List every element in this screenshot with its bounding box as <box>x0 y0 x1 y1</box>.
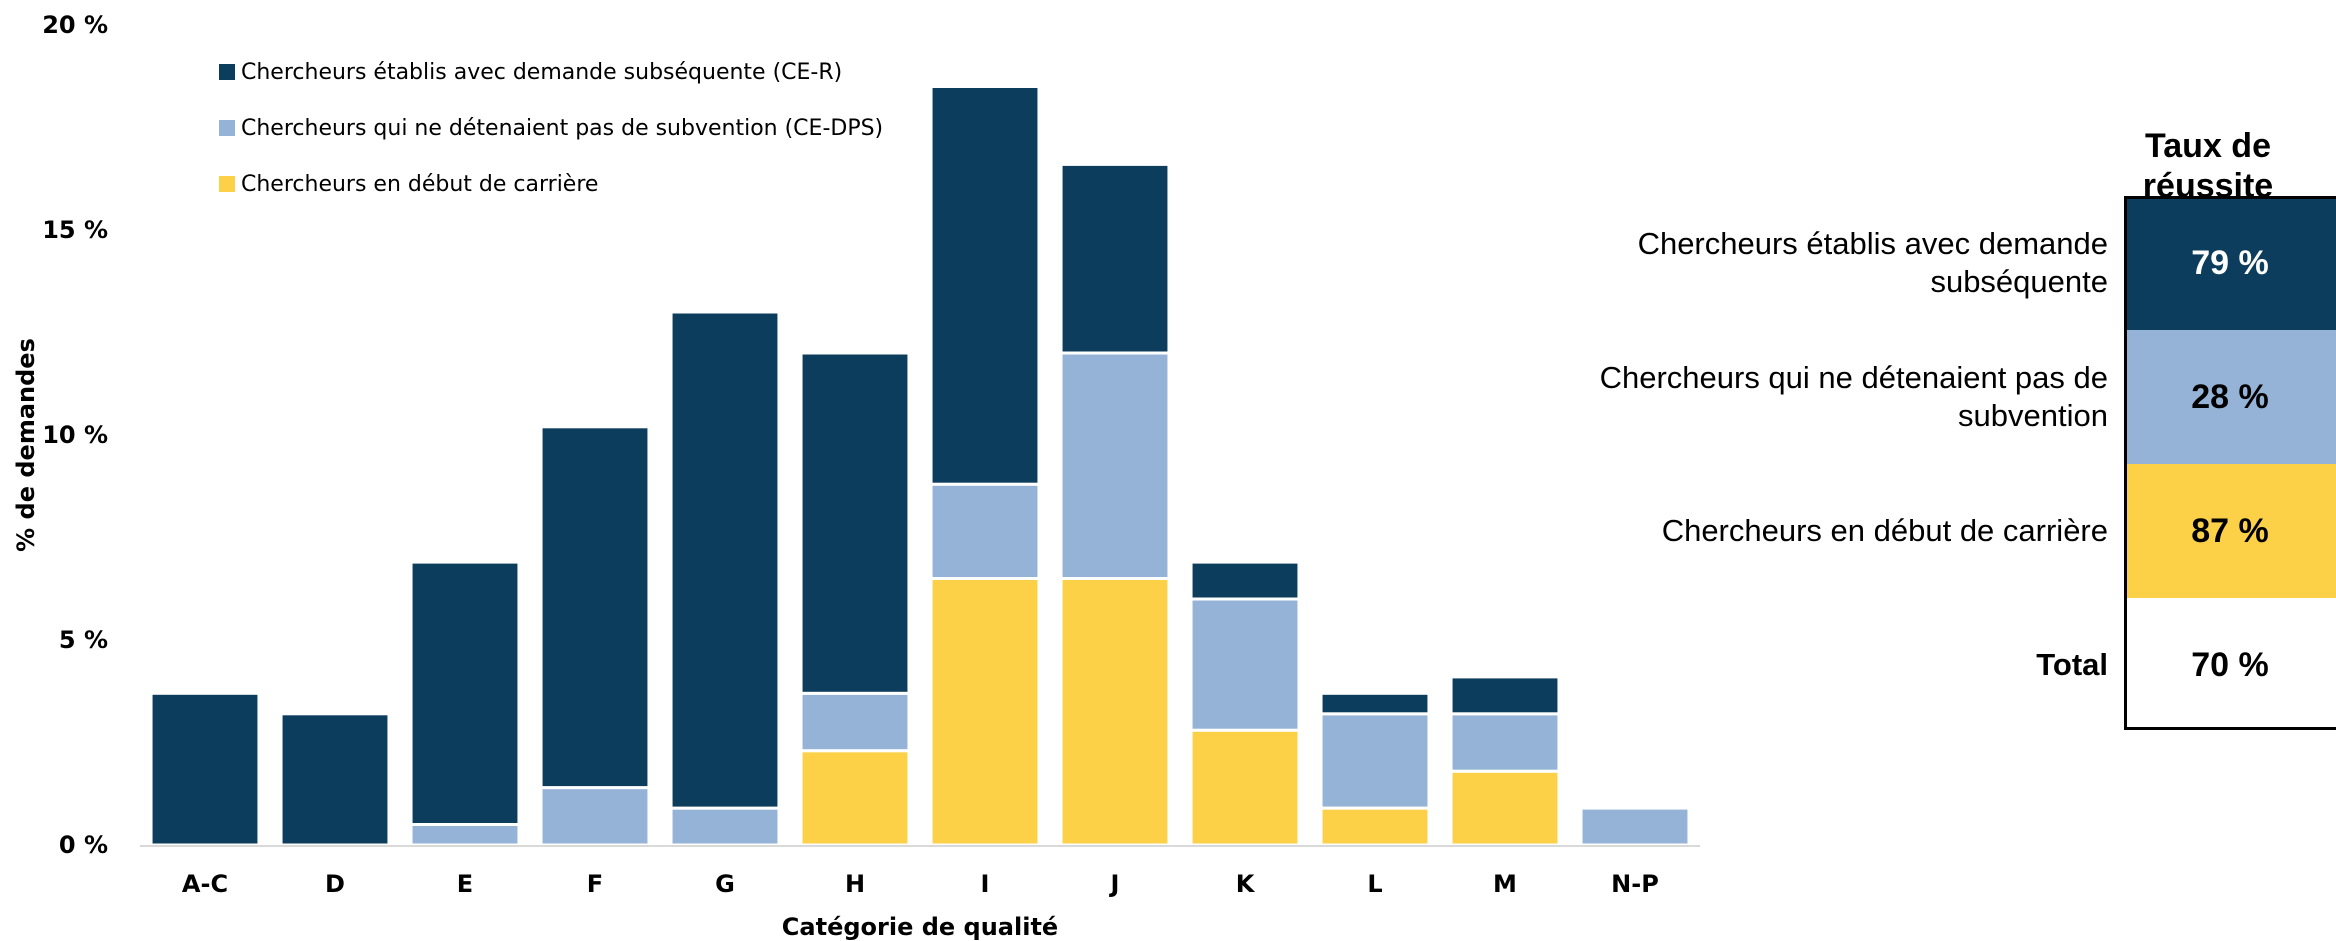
bar-A-C-series-2 <box>149 691 261 847</box>
x-tick-label: L <box>1367 870 1382 898</box>
bar-I-series-2 <box>929 85 1041 486</box>
x-tick-label: G <box>715 870 735 898</box>
success-rate-value: 79 % <box>2124 196 2336 330</box>
legend-label-2: Chercheurs établis avec demande subséque… <box>241 60 842 85</box>
bar-J-series-2 <box>1059 162 1171 355</box>
x-tick-labels: A-C D E F G H I J K L M N-P <box>182 870 1659 898</box>
x-axis-title: Catégorie de qualité <box>782 913 1058 941</box>
legend-swatch-2 <box>219 64 235 80</box>
x-tick-label: E <box>457 870 473 898</box>
x-tick-label: J <box>1109 870 1120 898</box>
y-tick-label: 20 % <box>42 11 108 39</box>
x-tick-label: K <box>1236 870 1256 898</box>
bar-E-series-2 <box>409 560 521 826</box>
legend-label-1: Chercheurs qui ne détenaient pas de subv… <box>241 116 883 141</box>
success-rate-header: Taux de réussite <box>2142 127 2274 205</box>
legend-label-0: Chercheurs en début de carrière <box>241 172 598 197</box>
bar-E-series-1 <box>409 823 521 847</box>
bar-J-series-1 <box>1059 351 1171 580</box>
success-rate-value: 87 % <box>2124 464 2336 598</box>
x-tick-label: A-C <box>182 870 228 898</box>
bar-L-series-2 <box>1319 691 1431 716</box>
bar-G-series-2 <box>669 310 781 810</box>
y-tick-label: 5 % <box>59 626 108 654</box>
bar-F-series-1 <box>539 786 651 847</box>
x-tick-label: F <box>587 870 603 898</box>
bar-J-series-0 <box>1059 577 1171 847</box>
x-tick-label: D <box>325 870 345 898</box>
success-rate-value: 28 % <box>2124 330 2336 464</box>
legend: Chercheurs établis avec demande subséque… <box>219 60 883 197</box>
y-tick-label: 10 % <box>42 421 108 449</box>
bar-L-series-0 <box>1319 806 1431 847</box>
bar-M-series-1 <box>1449 712 1561 773</box>
bar-L-series-1 <box>1319 712 1431 810</box>
bar-K-series-1 <box>1189 597 1301 732</box>
bars-group <box>149 85 1691 847</box>
legend-swatch-1 <box>219 120 235 136</box>
x-tick-label: N-P <box>1611 870 1659 898</box>
success-rate-label: Total <box>2036 647 2108 682</box>
success-rate-label: Chercheurs établis avec demande subséque… <box>1637 226 2108 299</box>
bar-M-series-0 <box>1449 769 1561 847</box>
bar-I-series-1 <box>929 482 1041 581</box>
stacked-bar-chart: 0 % 5 % 10 % 15 % 20 % A-C D E F G H I J K L M N-P Caté… <box>12 11 1700 941</box>
bar-K-series-2 <box>1189 560 1301 601</box>
y-tick-labels: 0 % 5 % 10 % 15 % 20 % <box>42 11 108 859</box>
bar-H-series-1 <box>799 691 911 753</box>
bar-G-series-1 <box>669 806 781 847</box>
x-tick-label: M <box>1493 870 1517 898</box>
x-tick-label: I <box>981 870 990 898</box>
y-axis-title: % de demandes <box>12 338 40 552</box>
bar-N-P-series-1 <box>1579 806 1691 847</box>
bar-D-series-2 <box>279 712 391 847</box>
y-tick-label: 15 % <box>42 216 108 244</box>
success-rate-value: 70 % <box>2124 598 2336 732</box>
bar-F-series-2 <box>539 425 651 790</box>
legend-swatch-0 <box>219 176 235 192</box>
x-tick-label: H <box>845 870 865 898</box>
y-tick-label: 0 % <box>59 831 108 859</box>
bar-K-series-0 <box>1189 728 1301 847</box>
success-rate-label: Chercheurs en début de carrière <box>1661 513 2108 548</box>
bar-H-series-0 <box>799 749 911 847</box>
bar-H-series-2 <box>799 351 911 695</box>
bar-I-series-0 <box>929 577 1041 847</box>
success-rate-label: Chercheurs qui ne détenaient pas de subv… <box>1599 360 2108 433</box>
bar-M-series-2 <box>1449 675 1561 716</box>
